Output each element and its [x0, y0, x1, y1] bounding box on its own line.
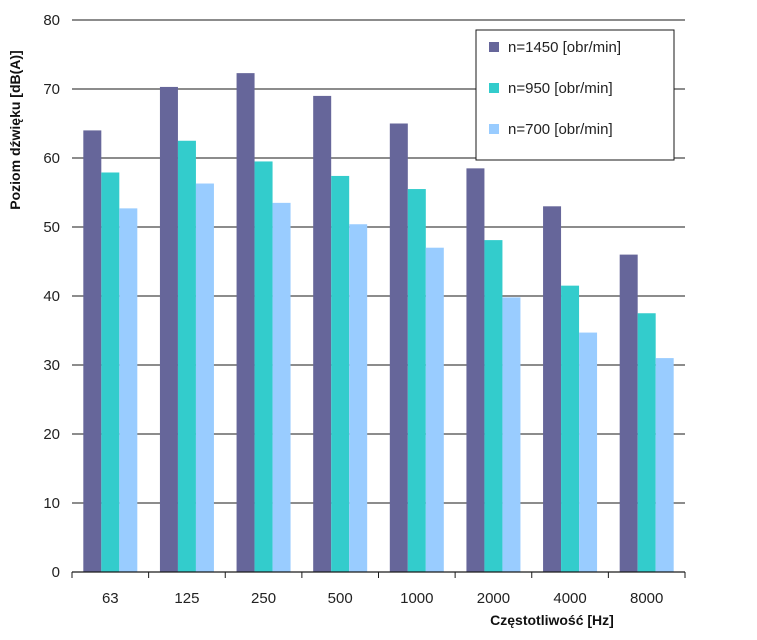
y-axis-title: Poziom dźwięku [dB(A)]: [7, 50, 23, 209]
bar-8000-series-2: [637, 313, 656, 572]
bar-4000-series-1: [543, 206, 562, 573]
legend-label: n=700 [obr/min]: [508, 121, 613, 138]
y-tick-label: 20: [43, 426, 60, 443]
bar-500-series-1: [313, 95, 332, 573]
x-tick-label: 4000: [553, 590, 586, 607]
x-tick-label: 1000: [400, 590, 433, 607]
x-axis-title: Częstotliwość [Hz]: [490, 612, 614, 628]
x-tick-label: 63: [102, 590, 119, 607]
x-tick-label: 500: [328, 590, 353, 607]
bar-1000-series-1: [389, 123, 408, 572]
bar-500-series-3: [349, 224, 368, 573]
x-tick-label: 2000: [477, 590, 510, 607]
bar-2000-series-1: [466, 168, 485, 572]
legend-label: n=1450 [obr/min]: [508, 39, 621, 56]
bar-2000-series-3: [502, 297, 521, 572]
bar-250-series-2: [254, 161, 273, 572]
y-tick-label: 0: [52, 564, 60, 581]
y-tick-label: 70: [43, 81, 60, 98]
bar-125-series-2: [177, 140, 196, 572]
bar-63-series-1: [83, 130, 102, 572]
bar-125-series-3: [195, 183, 214, 572]
x-tick-labels: 63 125 250 500 1000 2000 4000 8000: [102, 590, 663, 607]
x-tick-label: 8000: [630, 590, 663, 607]
bar-4000-series-3: [579, 332, 598, 572]
bars: [83, 73, 674, 573]
bar-2000-series-2: [484, 240, 503, 573]
y-tick-label: 60: [43, 150, 60, 167]
bar-8000-series-3: [655, 358, 674, 572]
x-tick-label: 125: [174, 590, 199, 607]
y-tick-label: 80: [43, 12, 60, 29]
legend-swatch: [489, 124, 499, 134]
legend-box: [475, 29, 675, 161]
legend-swatch: [489, 83, 499, 93]
y-tick-label: 30: [43, 357, 60, 374]
bar-1000-series-2: [407, 189, 426, 573]
y-tick-labels: 0 10 20 30 40 50 60 70 80: [43, 12, 60, 581]
bar-4000-series-2: [561, 285, 580, 572]
bar-63-series-2: [101, 172, 120, 573]
bar-63-series-3: [119, 208, 138, 572]
y-tick-label: 40: [43, 288, 60, 305]
legend-swatch: [489, 42, 499, 52]
bar-250-series-1: [236, 73, 255, 572]
x-tick-label: 250: [251, 590, 276, 607]
bar-8000-series-1: [619, 254, 638, 572]
bar-125-series-1: [159, 86, 178, 573]
bar-250-series-3: [272, 202, 291, 572]
legend: n=1450 [obr/min] n=950 [obr/min] n=700 [ob…: [475, 29, 675, 161]
bar-500-series-2: [331, 175, 350, 572]
bar-1000-series-3: [425, 247, 444, 572]
axes: [71, 571, 686, 578]
y-tick-label: 10: [43, 495, 60, 512]
legend-label: n=950 [obr/min]: [508, 80, 613, 97]
y-tick-label: 50: [43, 219, 60, 236]
